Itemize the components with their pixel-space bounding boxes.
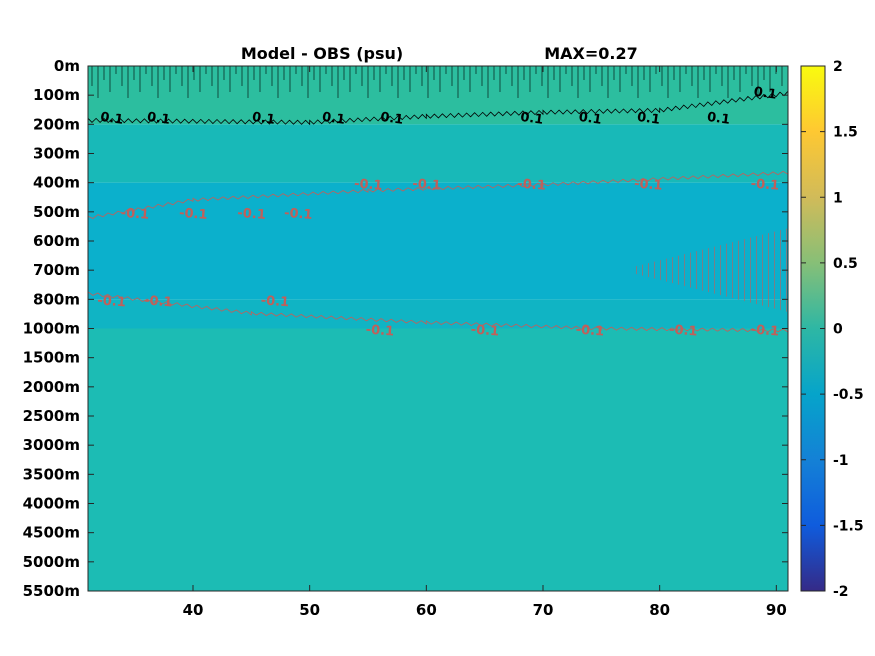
x-tick-label: 60 [416, 601, 437, 619]
y-tick-label: 1000m [23, 320, 80, 338]
field-band-2 [88, 182, 788, 300]
field-band-1 [88, 124, 788, 183]
x-tick-label: 70 [533, 601, 554, 619]
contour-label: 0.1 [519, 110, 544, 128]
contour-label: -0.1 [750, 177, 779, 194]
x-tick-label: 80 [649, 601, 670, 619]
y-tick-label: 4000m [23, 495, 80, 513]
y-tick-label: 5500m [23, 582, 80, 600]
colorbar-tick-label: 2 [833, 59, 843, 75]
colorbar-tick-label: 0.5 [833, 256, 858, 272]
y-tick-label: 500m [33, 203, 80, 221]
x-tick-label: 40 [183, 601, 204, 619]
contour-label: -0.1 [260, 293, 289, 310]
y-tick-label: 400m [33, 174, 80, 192]
contour-label: -0.1 [634, 177, 663, 194]
colorbar: 2 1.5 1 0.5 0 -0.5 -1 -1.5 -2 [800, 59, 864, 600]
contour-label: -0.1 [284, 206, 313, 223]
y-tick-label: 800m [33, 290, 80, 308]
contour-label: -0.1 [144, 293, 173, 310]
contour-line-negative-lower [87, 291, 789, 333]
colorbar-tick-label: 1 [833, 190, 843, 206]
x-tick-label: 90 [766, 601, 787, 619]
contour-label: -0.1 [750, 323, 779, 340]
max-label: MAX=0.27 [544, 44, 638, 63]
contour-layer: 0.1 0.1 0.1 0.1 0.1 0.1 0.1 0.1 0.1 0.1 -0.1 -0.1 -0… [87, 66, 789, 340]
field-band-4 [88, 328, 788, 591]
colorbar-tick-label: -0.5 [833, 387, 864, 403]
contour-label: -0.1 [354, 177, 383, 194]
y-tick-label: 5000m [23, 553, 80, 571]
field-band-3 [88, 299, 788, 329]
colorbar-tick-label: -2 [833, 584, 849, 600]
colorbar-tick-label: 1.5 [833, 125, 858, 141]
contour-label: 0.1 [636, 110, 661, 128]
y-tick-label: 2000m [23, 378, 80, 396]
contour-label: -0.1 [575, 323, 604, 340]
colorbar-tick-label: -1.5 [833, 518, 864, 534]
plot-area [88, 66, 788, 591]
contour-label: 0.1 [99, 110, 124, 128]
contour-label: -0.1 [365, 323, 394, 340]
contour-label: -0.1 [179, 206, 208, 223]
x-axis: 40 50 60 70 80 90 [183, 66, 787, 619]
contour-label: 0.1 [578, 110, 603, 128]
field-band-0 [88, 66, 788, 125]
contour-line-positive [87, 90, 789, 126]
contour-label: 0.1 [321, 110, 346, 128]
y-tick-label: 200m [33, 115, 80, 133]
contour-label: 0.1 [251, 110, 276, 128]
contour-label: 0.1 [753, 85, 778, 103]
chart-title: Model - OBS (psu) [241, 44, 403, 63]
contour-label: 0.1 [706, 110, 731, 128]
y-tick-label: 3000m [23, 436, 80, 454]
y-axis: 0m 100m 200m 300m 400m 500m 600m 700m 800m 1000m 1… [23, 57, 788, 600]
contour-label: -0.1 [237, 206, 266, 223]
y-tick-label: 300m [33, 145, 80, 163]
y-tick-label: 600m [33, 232, 80, 250]
contour-label: -0.1 [470, 323, 499, 340]
contour-label: -0.1 [669, 323, 698, 340]
contour-label: 0.1 [379, 110, 404, 128]
y-tick-label: 1500m [23, 349, 80, 367]
x-tick-label: 50 [299, 601, 320, 619]
y-tick-label: 100m [33, 86, 80, 104]
contour-label: -0.1 [412, 177, 441, 194]
contour-label: -0.1 [120, 206, 149, 223]
y-tick-label: 2500m [23, 407, 80, 425]
contour-label: 0.1 [146, 110, 171, 128]
colorbar-tick-label: 0 [833, 322, 843, 338]
y-tick-label: 0m [54, 57, 80, 75]
contour-label: -0.1 [97, 293, 126, 310]
y-tick-label: 700m [33, 261, 80, 279]
y-tick-label: 3500m [23, 465, 80, 483]
contour-label: -0.1 [517, 177, 546, 194]
contour-line-negative-upper [87, 170, 789, 219]
y-tick-label: 4500m [23, 524, 80, 542]
colorbar-tick-label: -1 [833, 453, 849, 469]
